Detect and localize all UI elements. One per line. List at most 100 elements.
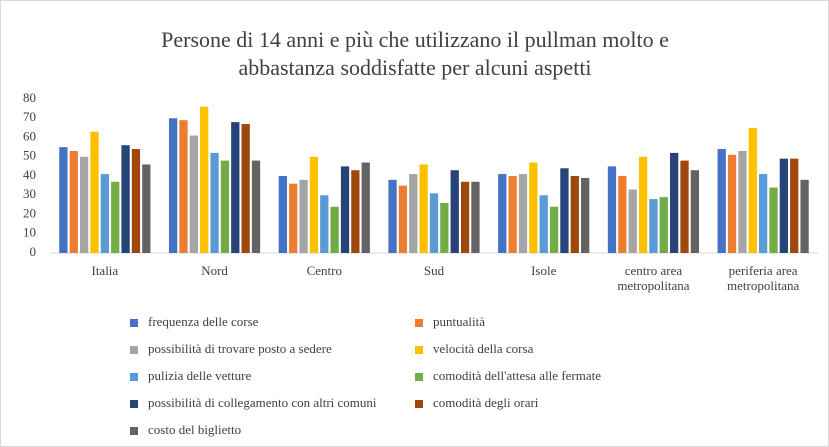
bar bbox=[738, 150, 747, 253]
bar bbox=[200, 106, 209, 253]
bar bbox=[79, 156, 89, 253]
bar bbox=[231, 122, 240, 253]
x-tick-label: centro area metropolitana bbox=[617, 263, 690, 293]
bar bbox=[680, 160, 689, 253]
legend-label: frequenza delle corse bbox=[148, 314, 259, 329]
legend-swatch bbox=[130, 346, 138, 354]
bar bbox=[69, 150, 78, 253]
x-tick-label: Centro bbox=[306, 263, 342, 278]
bar bbox=[450, 170, 459, 253]
y-tick-label: 20 bbox=[23, 205, 36, 220]
y-tick-label: 10 bbox=[23, 225, 36, 240]
x-tick-label: Italia bbox=[91, 263, 119, 278]
bar bbox=[299, 179, 308, 253]
bar bbox=[429, 193, 439, 253]
bar bbox=[388, 179, 397, 253]
bar bbox=[351, 170, 360, 253]
bar bbox=[59, 147, 68, 253]
bar bbox=[100, 174, 110, 253]
legend-label: comodità degli orari bbox=[433, 395, 539, 410]
bar bbox=[189, 135, 198, 253]
bar bbox=[131, 149, 141, 253]
bar bbox=[800, 179, 809, 253]
bar bbox=[508, 176, 517, 253]
bar bbox=[560, 168, 569, 253]
bar bbox=[769, 187, 778, 253]
y-tick-label: 30 bbox=[23, 186, 36, 201]
bar bbox=[748, 127, 757, 253]
bar bbox=[758, 174, 768, 253]
bar bbox=[727, 154, 737, 253]
bar bbox=[278, 176, 287, 253]
y-tick-label: 0 bbox=[30, 244, 37, 259]
y-tick-label: 40 bbox=[23, 167, 36, 182]
legend-label: costo del biglietto bbox=[148, 422, 241, 437]
legend-swatch bbox=[415, 319, 423, 327]
bar bbox=[419, 164, 428, 253]
bar bbox=[142, 164, 151, 253]
legend-swatch bbox=[415, 373, 423, 381]
bar bbox=[518, 174, 528, 253]
legend-swatch bbox=[415, 400, 423, 408]
bar bbox=[539, 195, 548, 253]
x-tick-label: Isole bbox=[531, 263, 557, 278]
bar bbox=[241, 124, 250, 254]
bar bbox=[618, 176, 627, 253]
bar bbox=[361, 162, 370, 253]
bar bbox=[309, 156, 319, 253]
bar bbox=[471, 181, 480, 253]
bar bbox=[779, 158, 789, 253]
legend-label: pulizia delle vetture bbox=[148, 368, 251, 383]
legend-label: possibilità di collegamento con altri co… bbox=[148, 395, 377, 410]
bar bbox=[168, 118, 178, 253]
y-tick-label: 70 bbox=[23, 109, 36, 124]
bar bbox=[289, 183, 298, 253]
bar bbox=[690, 170, 700, 253]
bar bbox=[440, 202, 449, 253]
bar bbox=[529, 162, 538, 253]
legend-label: velocità della corsa bbox=[433, 341, 534, 356]
bar bbox=[790, 158, 799, 253]
x-tick-label: periferia area metropolitana bbox=[727, 263, 800, 293]
bar bbox=[330, 206, 339, 253]
x-tick-label: Nord bbox=[201, 263, 228, 278]
bar bbox=[717, 149, 726, 253]
bar bbox=[460, 181, 470, 253]
bar bbox=[570, 176, 579, 253]
bar bbox=[210, 152, 219, 253]
chart-title: Persone di 14 anni e più che utilizzano … bbox=[161, 27, 669, 52]
y-tick-label: 60 bbox=[23, 128, 36, 143]
bar bbox=[340, 166, 350, 253]
bar bbox=[179, 120, 188, 253]
bar bbox=[628, 189, 637, 253]
bar bbox=[638, 156, 648, 253]
legend-swatch bbox=[130, 319, 138, 327]
bar bbox=[251, 160, 261, 253]
bar bbox=[659, 197, 668, 253]
chart-title: abbastanza soddisfatte per alcuni aspett… bbox=[238, 55, 591, 80]
bar bbox=[549, 206, 559, 253]
y-tick-label: 80 bbox=[23, 90, 36, 105]
bar bbox=[607, 166, 617, 253]
bar bbox=[320, 195, 329, 253]
bar bbox=[498, 174, 507, 253]
bar bbox=[90, 131, 99, 253]
legend-swatch bbox=[130, 373, 138, 381]
legend-swatch bbox=[130, 427, 138, 435]
bar bbox=[121, 145, 130, 253]
x-tick-label: Sud bbox=[423, 263, 445, 278]
bar bbox=[649, 199, 658, 253]
bar bbox=[581, 177, 590, 253]
bar bbox=[670, 152, 679, 253]
bar bbox=[398, 185, 408, 253]
bar bbox=[409, 174, 418, 253]
bar bbox=[220, 160, 230, 253]
legend-swatch bbox=[130, 400, 138, 408]
bar bbox=[111, 181, 120, 253]
legend-label: comodità dell'attesa alle fermate bbox=[433, 368, 601, 383]
legend-label: possibilità di trovare posto a sedere bbox=[148, 341, 332, 356]
legend-swatch bbox=[415, 346, 423, 354]
y-tick-label: 50 bbox=[23, 148, 36, 163]
